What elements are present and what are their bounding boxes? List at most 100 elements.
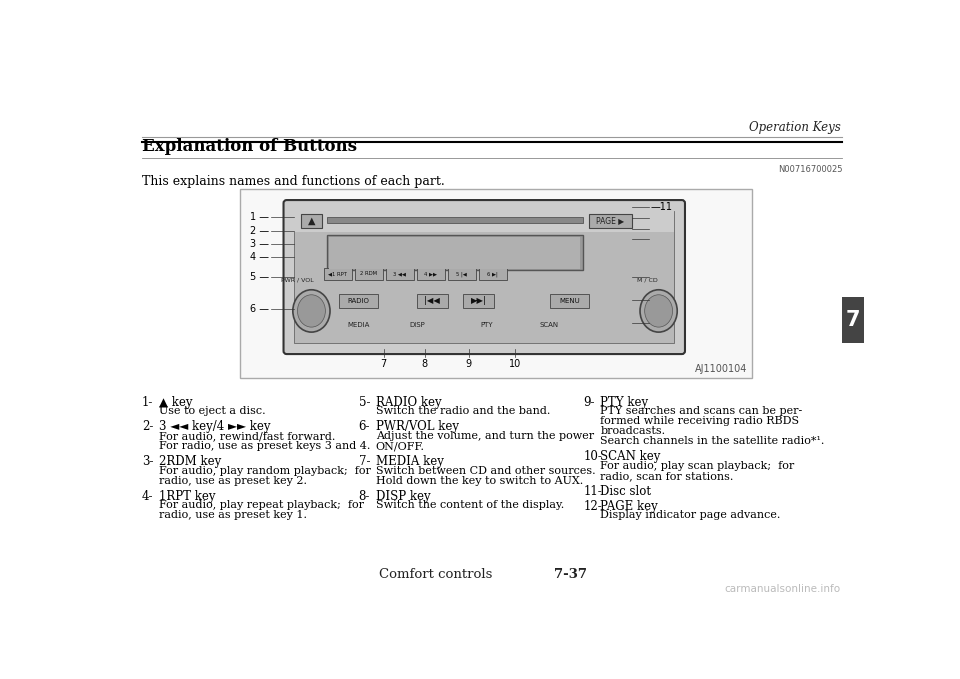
- Text: PTY searches and scans can be per-: PTY searches and scans can be per-: [601, 407, 803, 416]
- Text: 10-: 10-: [584, 450, 602, 463]
- Text: broadcasts.: broadcasts.: [601, 426, 665, 437]
- Bar: [295, 211, 674, 232]
- Text: 2 —: 2 —: [250, 226, 269, 236]
- Ellipse shape: [298, 295, 325, 327]
- Text: MENU: MENU: [559, 298, 580, 304]
- FancyBboxPatch shape: [283, 200, 685, 354]
- Text: This explains names and functions of each part.: This explains names and functions of eac…: [142, 175, 444, 188]
- Bar: [479, 268, 507, 280]
- Text: —11: —11: [650, 202, 672, 212]
- Text: PWR/VOL key: PWR/VOL key: [375, 420, 459, 433]
- Text: 6-: 6-: [359, 420, 371, 433]
- Bar: [327, 217, 583, 223]
- Bar: [417, 268, 444, 280]
- Text: 1RPT key: 1RPT key: [158, 490, 215, 502]
- Bar: [464, 294, 494, 308]
- Text: AJ1100104: AJ1100104: [695, 364, 748, 374]
- Text: PAGE key: PAGE key: [601, 500, 659, 513]
- Bar: [327, 236, 583, 270]
- Text: 3 ◀◀: 3 ◀◀: [394, 272, 406, 276]
- Text: 1 —: 1 —: [250, 212, 269, 222]
- Text: 6 —: 6 —: [250, 304, 269, 314]
- Text: 1-: 1-: [142, 396, 153, 409]
- Text: RADIO: RADIO: [348, 298, 370, 304]
- Text: 9-: 9-: [584, 396, 595, 409]
- Text: —13: —13: [650, 223, 672, 234]
- Bar: [417, 294, 447, 308]
- Text: Display indicator page advance.: Display indicator page advance.: [601, 511, 780, 520]
- Bar: [588, 214, 632, 227]
- Text: radio, use as preset key 2.: radio, use as preset key 2.: [158, 476, 307, 485]
- Text: 2RDM key: 2RDM key: [158, 455, 221, 468]
- Text: PTY key: PTY key: [601, 396, 649, 409]
- Text: Hold down the key to switch to AUX.: Hold down the key to switch to AUX.: [375, 476, 583, 485]
- Text: radio, scan for stations.: radio, scan for stations.: [601, 471, 733, 481]
- Bar: [324, 268, 351, 280]
- Text: Adjust the volume, and turn the power: Adjust the volume, and turn the power: [375, 431, 594, 441]
- Bar: [355, 268, 383, 280]
- Text: PTY: PTY: [480, 322, 492, 328]
- Text: RADIO key: RADIO key: [375, 396, 442, 409]
- Text: For audio, play scan playback;  for: For audio, play scan playback; for: [601, 461, 795, 471]
- Ellipse shape: [293, 290, 330, 332]
- Bar: [339, 294, 378, 308]
- Text: 8-: 8-: [359, 490, 370, 502]
- Text: N00716700025: N00716700025: [778, 164, 842, 174]
- Text: 7: 7: [380, 359, 387, 369]
- Text: ▲: ▲: [307, 216, 315, 226]
- Bar: [295, 211, 674, 344]
- Text: M / CD: M / CD: [637, 278, 659, 282]
- Text: Switch the content of the display.: Switch the content of the display.: [375, 500, 564, 511]
- Text: For audio, play repeat playback;  for: For audio, play repeat playback; for: [158, 500, 364, 511]
- Bar: [240, 189, 752, 378]
- Text: DISP key: DISP key: [375, 490, 430, 502]
- Text: PAGE ▶: PAGE ▶: [596, 217, 624, 225]
- Text: Explanation of Buttons: Explanation of Buttons: [142, 138, 357, 155]
- Text: —17: —17: [650, 318, 672, 328]
- Bar: [329, 237, 581, 269]
- Bar: [300, 214, 323, 227]
- Bar: [447, 268, 476, 280]
- Text: ▶▶|: ▶▶|: [471, 297, 487, 306]
- Text: 3-: 3-: [142, 455, 154, 468]
- Text: 3 —: 3 —: [250, 239, 269, 249]
- Text: SCAN key: SCAN key: [601, 450, 660, 463]
- Text: 4 —: 4 —: [250, 252, 269, 262]
- Text: ON/OFF.: ON/OFF.: [375, 441, 424, 451]
- Text: 8: 8: [421, 359, 427, 369]
- Text: For audio, play random playback;  for: For audio, play random playback; for: [158, 466, 371, 476]
- Text: 2-: 2-: [142, 420, 153, 433]
- Text: 7: 7: [846, 310, 860, 330]
- Bar: [550, 294, 588, 308]
- Bar: [842, 297, 864, 344]
- Text: —14: —14: [650, 234, 672, 244]
- Text: 4-: 4-: [142, 490, 154, 502]
- Text: DISP: DISP: [409, 322, 424, 328]
- Text: Operation Keys: Operation Keys: [749, 121, 841, 134]
- Text: Comfort controls: Comfort controls: [378, 568, 492, 581]
- Text: 6 ▶|: 6 ▶|: [488, 271, 498, 277]
- Text: 2 RDM: 2 RDM: [360, 272, 377, 276]
- Text: PWR / VOL: PWR / VOL: [281, 278, 314, 282]
- Ellipse shape: [640, 290, 677, 332]
- Text: MEDIA: MEDIA: [348, 322, 370, 328]
- Text: radio, use as preset key 1.: radio, use as preset key 1.: [158, 511, 307, 520]
- Text: —16: —16: [650, 295, 672, 305]
- Text: For audio, rewind/fast forward.: For audio, rewind/fast forward.: [158, 431, 335, 441]
- Text: 5-: 5-: [359, 396, 371, 409]
- Text: Disc slot: Disc slot: [601, 485, 652, 498]
- Text: carmanualsonline.info: carmanualsonline.info: [725, 583, 841, 593]
- Text: 11-: 11-: [584, 485, 602, 498]
- Text: 12-: 12-: [584, 500, 602, 513]
- Text: Search channels in the satellite radio*¹.: Search channels in the satellite radio*¹…: [601, 437, 825, 447]
- Text: Switch the radio and the band.: Switch the radio and the band.: [375, 407, 550, 416]
- Bar: [386, 268, 414, 280]
- Text: 5 |◀: 5 |◀: [456, 271, 468, 277]
- Text: 10: 10: [509, 359, 521, 369]
- Text: MEDIA key: MEDIA key: [375, 455, 444, 468]
- Text: —15: —15: [650, 272, 672, 282]
- Text: 7-37: 7-37: [554, 568, 587, 581]
- Text: For radio, use as preset keys 3 and 4.: For radio, use as preset keys 3 and 4.: [158, 441, 371, 451]
- Text: SCAN: SCAN: [539, 322, 558, 328]
- Text: Use to eject a disc.: Use to eject a disc.: [158, 407, 265, 416]
